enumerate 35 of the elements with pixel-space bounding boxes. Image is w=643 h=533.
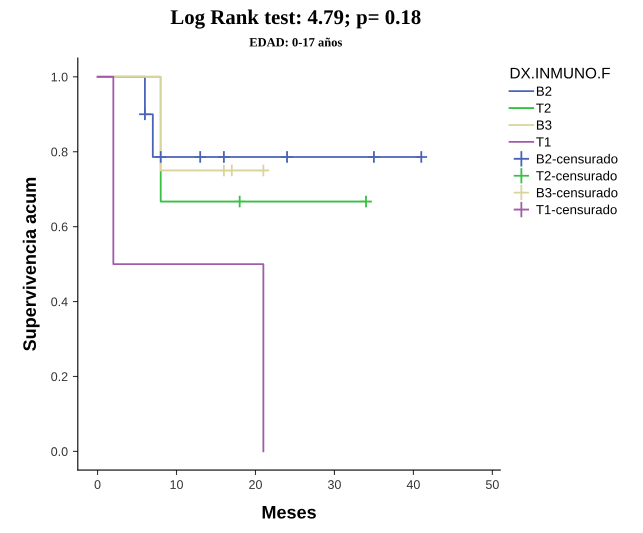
x-axis-title: Meses xyxy=(262,506,316,519)
legend-label: B3 xyxy=(536,120,552,130)
y-axis-title: Supervivencia acum xyxy=(22,178,40,351)
chart-subtitle: EDAD: 0-17 años xyxy=(249,38,342,47)
legend-label: B3-censurado xyxy=(536,188,618,198)
point xyxy=(154,150,168,164)
point xyxy=(232,194,246,208)
x-tick-label: 20 xyxy=(249,480,262,490)
x-tick-label: 0 xyxy=(94,480,101,490)
y-tick-label: 0.8 xyxy=(51,148,68,156)
legend-label: B2 xyxy=(536,86,552,96)
point xyxy=(256,164,270,178)
legend-label: T1 xyxy=(536,137,551,147)
point xyxy=(367,150,381,164)
legend-label: T2-censurado xyxy=(536,170,617,180)
point xyxy=(138,108,152,121)
y-tick-label: 0.2 xyxy=(51,372,68,382)
legend-label: T2 xyxy=(536,103,551,113)
legend-label: T1-censurado xyxy=(536,204,617,214)
point xyxy=(280,150,294,164)
x-tick-label: 50 xyxy=(486,480,499,490)
x-tick-label: 10 xyxy=(170,480,183,490)
point xyxy=(414,150,428,164)
legend-label: B2-censurado xyxy=(536,154,618,164)
x-tick-label: 30 xyxy=(328,480,341,490)
point xyxy=(217,150,231,164)
y-tick-label: 0.4 xyxy=(51,297,68,306)
y-tick-label: 0.0 xyxy=(51,447,68,456)
x-tick-label: 40 xyxy=(406,480,420,490)
chart-title: Log Rank test: 4.79; p= 0.18 xyxy=(170,10,421,29)
point xyxy=(193,150,207,164)
point xyxy=(359,194,373,208)
legend-title: DX.INMUNO.F xyxy=(510,68,610,79)
y-tick-label: 0.6 xyxy=(51,222,68,232)
y-tick-label: 1.0 xyxy=(52,72,68,82)
